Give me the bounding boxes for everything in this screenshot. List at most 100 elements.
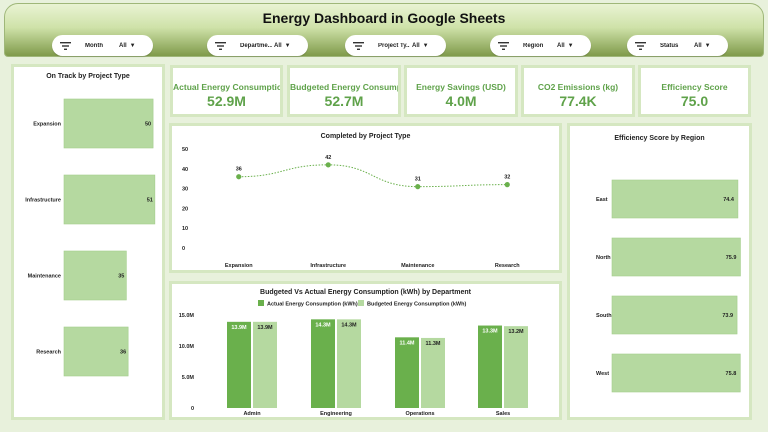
bar[interactable]: [421, 337, 445, 408]
bar[interactable]: [611, 295, 738, 335]
bar[interactable]: [63, 174, 156, 225]
data-label: 14.3M: [315, 322, 331, 328]
data-label: 42: [325, 155, 331, 161]
filter-label: Project Ty...: [378, 42, 410, 49]
bar[interactable]: [63, 250, 127, 301]
data-label: 13.9M: [257, 325, 273, 331]
legend-swatch: [258, 300, 264, 306]
on-track-chart: Expansion 50 Infrastructure 51 Maintenance 35…: [25, 98, 156, 377]
data-label: 36: [236, 167, 242, 173]
filter-label: Status: [660, 42, 679, 49]
x-tick-label: Research: [495, 263, 520, 269]
filter-label: Region: [523, 42, 544, 49]
data-point[interactable]: [415, 184, 421, 190]
budget-vs-actual-panel: Budgeted Vs Actual Energy Consumption (k…: [169, 281, 562, 420]
data-label: 32: [504, 175, 510, 181]
chevron-down-icon: ▼: [422, 42, 429, 49]
bar[interactable]: [611, 179, 739, 219]
bar[interactable]: [611, 237, 741, 277]
data-label: 11.4M: [400, 340, 415, 346]
category-label: Research: [36, 350, 61, 356]
data-point[interactable]: [504, 182, 510, 188]
y-tick-label: 0: [191, 406, 194, 412]
x-tick-label: Operations: [405, 411, 434, 417]
x-tick-label: Admin: [243, 411, 261, 417]
kpi-budgeted-energy: Budgeted Energy Consump... 52.7M: [287, 65, 401, 117]
chart-title: Completed by Project Type: [320, 133, 411, 140]
completed-chart: 0 10 20 30 40 50 36 Expansion 42 Infrastructure 31…: [182, 147, 520, 269]
completed-chart-panel: Completed by Project Type 0 10 20 30 40 50 36 E…: [169, 123, 562, 273]
legend-label: Budgeted Energy Consumption (kWh): [367, 302, 466, 308]
x-tick-label: Expansion: [225, 263, 253, 269]
category-label: Infrastructure: [25, 198, 61, 204]
kpi-label: Budgeted Energy Consump...: [290, 82, 398, 92]
y-tick-label: 30: [182, 187, 188, 193]
data-label: 11.3M: [426, 341, 441, 347]
filter-month[interactable]: Month All ▼: [52, 35, 153, 56]
data-label: 50: [145, 122, 151, 128]
filter-region[interactable]: Region All ▼: [490, 35, 591, 56]
bar[interactable]: [253, 321, 277, 408]
kpi-label: Actual Energy Consumptio...: [173, 82, 280, 92]
x-tick-label: Sales: [496, 411, 510, 417]
data-label: 13.2M: [508, 329, 524, 335]
bar[interactable]: [395, 337, 419, 408]
chart-title: On Track by Project Type: [46, 73, 130, 80]
category-label: West: [596, 371, 609, 377]
data-label: 51: [147, 198, 153, 204]
bar[interactable]: [311, 319, 335, 408]
bar[interactable]: [337, 319, 361, 408]
category-label: Expansion: [33, 122, 61, 128]
data-point[interactable]: [325, 162, 331, 168]
kpi-efficiency-score: Efficiency Score 75.0: [638, 65, 751, 117]
data-label: 75.9: [726, 255, 737, 261]
y-tick-label: 10: [182, 226, 188, 232]
data-label: 36: [120, 350, 126, 356]
legend-swatch: [358, 300, 364, 306]
filter-status[interactable]: Status All ▼: [627, 35, 728, 56]
page-title: Energy Dashboard in Google Sheets: [262, 10, 506, 26]
filter-icon: [215, 41, 226, 50]
chevron-down-icon: ▼: [129, 42, 136, 49]
filter-department[interactable]: Departme... All ▼: [207, 35, 308, 56]
chevron-down-icon: ▼: [567, 42, 574, 49]
category-label: Maintenance: [28, 274, 61, 280]
kpi-value: 75.0: [680, 93, 709, 109]
chevron-down-icon: ▼: [704, 42, 711, 49]
data-label: 13.3M: [482, 329, 498, 335]
chart-title: Efficiency Score by Region: [614, 135, 705, 142]
y-tick-label: 10.0M: [179, 344, 195, 350]
kpi-value: 77.4K: [559, 93, 597, 109]
data-label: 35: [118, 274, 124, 280]
kpi-value: 52.9M: [207, 93, 246, 109]
kpi-label: Energy Savings (USD): [416, 82, 506, 92]
data-label: 73.9: [722, 313, 733, 319]
kpi-actual-energy: Actual Energy Consumptio... 52.9M: [170, 65, 283, 117]
y-tick-label: 15.0M: [179, 313, 195, 319]
filter-value: All: [412, 42, 420, 49]
kpi-co2-emissions: CO2 Emissions (kg) 77.4K: [521, 65, 635, 117]
filter-icon: [498, 41, 509, 50]
filter-value: All: [694, 42, 702, 49]
x-tick-label: Engineering: [320, 411, 352, 417]
legend-label: Actual Energy Consumption (kWh): [267, 302, 358, 308]
data-label: 31: [415, 177, 421, 183]
y-tick-label: 5.0M: [182, 375, 195, 381]
filter-label: Month: [85, 42, 103, 49]
x-tick-label: Maintenance: [401, 263, 434, 269]
bar[interactable]: [63, 98, 154, 149]
bar[interactable]: [478, 325, 502, 408]
bar[interactable]: [227, 321, 251, 408]
kpi-value: 52.7M: [324, 93, 364, 109]
filter-value: All: [274, 42, 282, 49]
data-point[interactable]: [236, 174, 242, 180]
filter-project-type[interactable]: Project Ty... All ▼: [345, 35, 446, 56]
bar[interactable]: [504, 326, 528, 408]
data-label: 13.9M: [231, 325, 247, 331]
filter-icon: [60, 41, 71, 50]
chart-title: Budgeted Vs Actual Energy Consumption (k…: [260, 289, 471, 296]
y-tick-label: 0: [182, 246, 185, 252]
bar[interactable]: [63, 326, 129, 377]
bar[interactable]: [611, 353, 741, 393]
filter-value: All: [557, 42, 565, 49]
